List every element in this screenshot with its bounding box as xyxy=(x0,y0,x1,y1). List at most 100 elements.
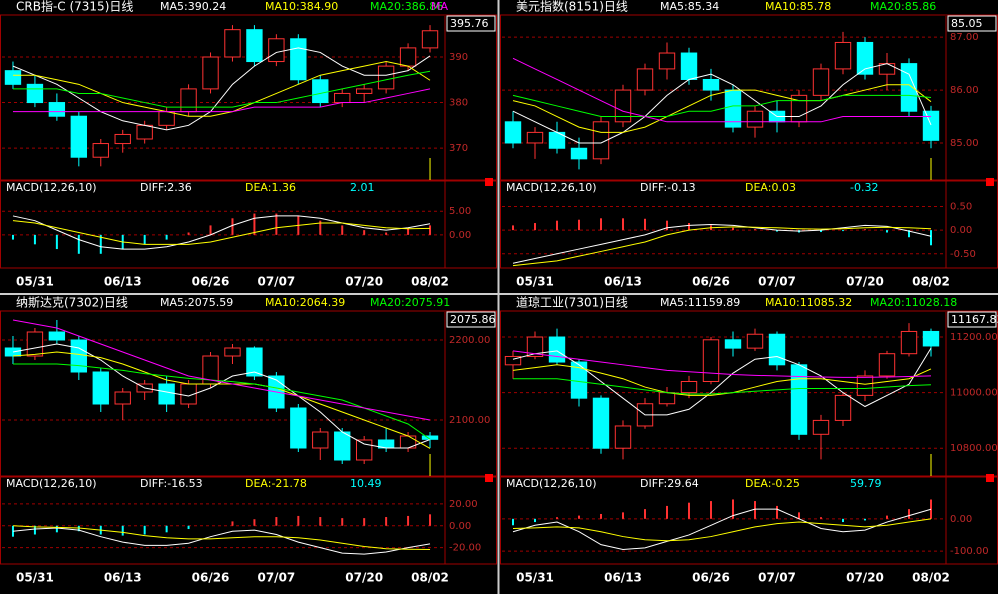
candle-body xyxy=(790,364,808,435)
candle-body xyxy=(202,56,219,90)
dea-line xyxy=(512,226,932,267)
price-frame xyxy=(0,310,497,477)
x-tick-label: 07/20 xyxy=(846,275,884,289)
ma-label: MA10:85.78 xyxy=(765,0,831,13)
ma-label: MA5:11159.89 xyxy=(660,296,740,309)
candle-body xyxy=(856,375,874,396)
x-tick-label: 08/02 xyxy=(411,571,449,585)
candle-body xyxy=(334,431,351,461)
x-tick-label: 08/02 xyxy=(912,275,950,289)
cursor-marker xyxy=(485,178,493,186)
candle-body xyxy=(158,383,175,405)
ma-line xyxy=(512,63,932,144)
candle-body xyxy=(614,89,632,123)
ma-line xyxy=(12,47,431,131)
dea-line xyxy=(12,220,431,245)
panel-title: 美元指数(8151)日线 xyxy=(516,0,628,14)
candle-body xyxy=(312,79,329,104)
ma-label: MA5:2075.59 xyxy=(160,296,233,309)
ma-label: MA20:2075.91 xyxy=(370,296,450,309)
y-tick-label: 85.00 xyxy=(950,138,979,149)
x-tick-label: 07/07 xyxy=(257,275,295,289)
ma-label: MA20:11028.18 xyxy=(870,296,957,309)
ma-line xyxy=(512,57,931,123)
candle-body xyxy=(26,83,44,104)
candle-body xyxy=(768,333,786,366)
y-tick-label: 2100.00 xyxy=(449,415,490,426)
x-tick-label: 06/13 xyxy=(604,571,642,585)
candle-body xyxy=(812,68,830,96)
candle-body xyxy=(526,131,544,144)
last-price-box xyxy=(947,311,997,328)
candle-body xyxy=(834,41,852,70)
candle-body xyxy=(48,331,66,341)
y-tick-label: 10800.00 xyxy=(950,443,998,454)
macd-title: MACD(12,26,10) xyxy=(506,181,597,194)
candle-body xyxy=(290,38,307,81)
candle-body xyxy=(922,110,940,141)
y-tick-label: -100.00 xyxy=(950,546,989,557)
candle-body xyxy=(658,392,676,405)
x-tick-label: 05/31 xyxy=(516,571,554,585)
x-tick-label: 07/07 xyxy=(257,571,295,585)
candle-body xyxy=(548,336,566,363)
candle-body xyxy=(680,52,698,80)
x-tick-label: 08/02 xyxy=(411,275,449,289)
x-tick-label: 06/13 xyxy=(104,275,142,289)
x-tick-label: 06/26 xyxy=(192,571,230,585)
y-tick-label: 11200.00 xyxy=(950,332,998,343)
last-price-box xyxy=(446,15,496,32)
y-tick-label: 0.50 xyxy=(950,201,972,212)
y-tick-label: 390 xyxy=(449,52,468,63)
y-tick-label: 11000.00 xyxy=(950,388,998,399)
candle-body xyxy=(856,41,874,75)
diff-line xyxy=(512,508,932,550)
candle-body xyxy=(636,68,654,91)
ma-line xyxy=(12,88,431,113)
diff-label: DIFF:2.36 xyxy=(140,181,192,194)
dea-label: DEA:0.03 xyxy=(745,181,796,194)
x-tick-label: 06/13 xyxy=(604,275,642,289)
macd-frame xyxy=(500,180,998,269)
candle-body xyxy=(377,65,395,90)
candle-body xyxy=(724,339,742,349)
ma-line xyxy=(513,378,932,395)
macd-value: 59.79 xyxy=(850,477,882,490)
diff-label: DIFF:-16.53 xyxy=(140,477,203,490)
ma-line xyxy=(512,364,932,396)
candle-body xyxy=(702,339,720,382)
candle-body xyxy=(70,115,88,158)
macd-value: -0.32 xyxy=(850,181,878,194)
diff-line xyxy=(512,223,932,264)
x-tick-label: 07/20 xyxy=(345,571,383,585)
dea-line xyxy=(12,525,431,551)
cursor-marker xyxy=(986,474,994,482)
y-tick-label: 5.00 xyxy=(449,206,471,217)
y-tick-label: 380 xyxy=(449,98,468,109)
candle-body xyxy=(92,371,109,405)
ma-line xyxy=(12,61,431,117)
candle-body xyxy=(812,419,830,435)
y-tick-label: 0.00 xyxy=(950,225,972,236)
ma-label: MA xyxy=(431,0,448,13)
macd-frame xyxy=(0,476,497,565)
candle-body xyxy=(268,38,285,63)
dea-line xyxy=(512,518,932,542)
x-tick-label: 07/07 xyxy=(758,275,796,289)
y-tick-label: 0.00 xyxy=(950,514,972,525)
ma-line xyxy=(12,363,431,440)
y-tick-label: 87.00 xyxy=(950,32,979,43)
ma-line xyxy=(12,351,431,449)
candle-body xyxy=(246,347,263,377)
x-tick-label: 05/31 xyxy=(16,275,54,289)
candle-body xyxy=(878,353,896,377)
last-price-box xyxy=(947,15,997,32)
candle-body xyxy=(570,147,588,160)
y-tick-label: 20.00 xyxy=(449,499,478,510)
candle-body xyxy=(180,88,197,113)
macd-title: MACD(12,26,10) xyxy=(506,477,597,490)
candle-body xyxy=(355,88,373,94)
last-price: 395.76 xyxy=(450,17,489,30)
ma-line xyxy=(512,350,932,378)
